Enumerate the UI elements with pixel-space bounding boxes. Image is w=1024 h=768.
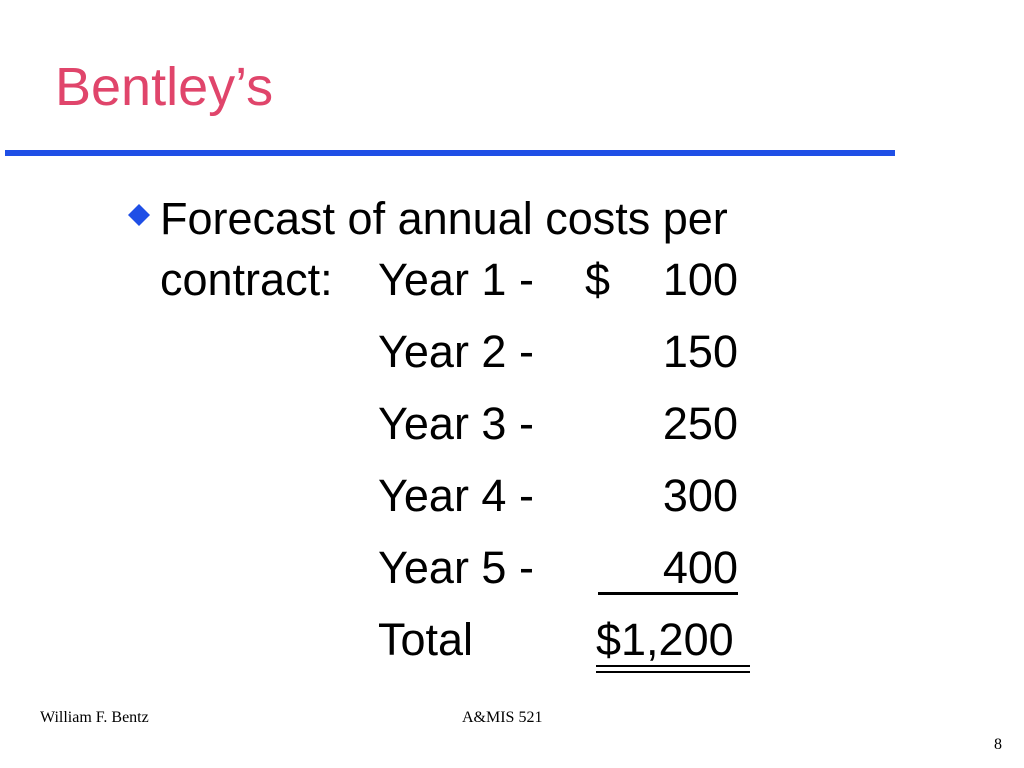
year-label: Year 1 - [378,254,534,305]
rule [5,150,895,156]
footer-course: A&MIS 521 [462,709,543,726]
year-label: Year 4 - [378,470,534,521]
total-amount: $1,200 [596,614,734,665]
amount: 250 [662,398,738,449]
double-underline [596,665,750,667]
amount: 300 [662,470,738,521]
double-underline [596,671,750,673]
bullet-icon [128,204,150,226]
year-label: Year 2 - [378,326,534,377]
bullet-text: contract: [160,254,333,305]
underline [598,592,738,595]
amount: 150 [662,326,738,377]
footer-author: William F. Bentz [40,709,149,726]
page-number: 8 [994,736,1002,753]
year-label: Year 3 - [378,398,534,449]
currency: $ [585,254,611,305]
amount: 400 [662,542,738,593]
title: Bentley’s [55,57,274,117]
bullet-text: Forecast of annual costs per [160,193,728,244]
total-label: Total [378,614,474,665]
amount: 100 [662,254,738,305]
year-label: Year 5 - [378,542,534,593]
